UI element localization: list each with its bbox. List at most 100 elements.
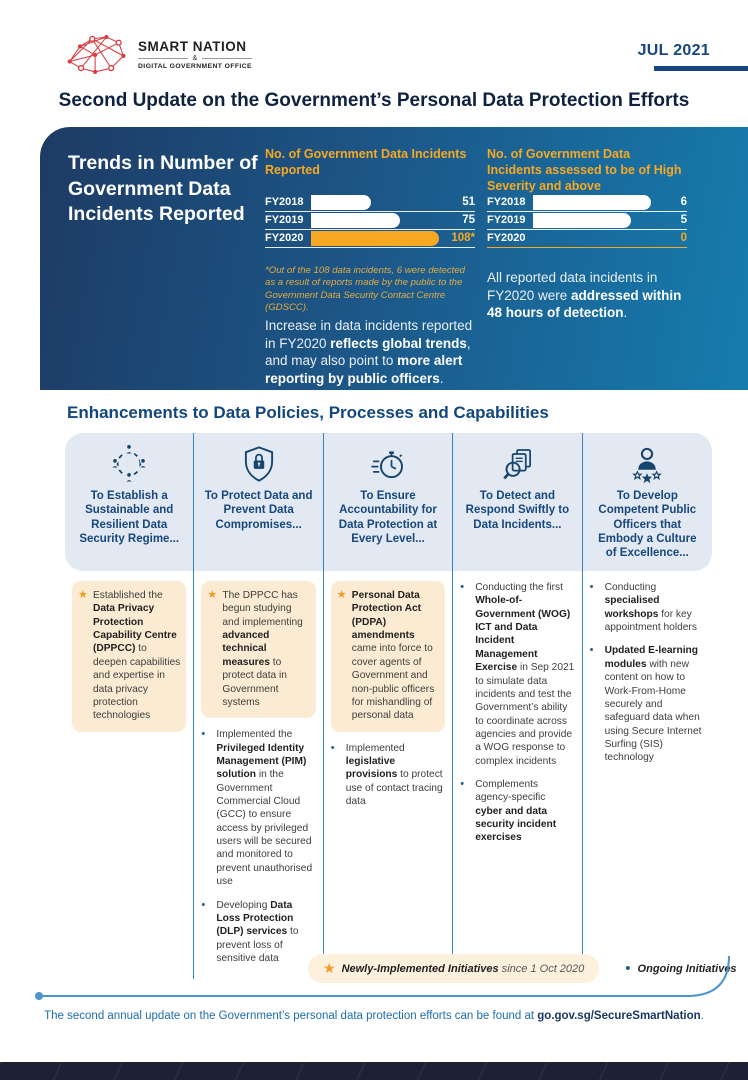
page-title-prefix: Second Update on the Government’s <box>58 90 397 111</box>
chart-row: FY2019 75 <box>265 212 475 230</box>
ongoing-initiative-item: • Conducting the first Whole-of-Governmen… <box>460 581 574 768</box>
enhancements-heading: Enhancements to Data Policies, Processes… <box>67 403 549 422</box>
item-text: Implemented legislative provisions to pr… <box>345 742 443 808</box>
item-text: Implemented the Privileged Identity Mana… <box>216 729 313 888</box>
insight-reported: Increase in data incidents reported in F… <box>265 318 473 386</box>
column-items: ★ Established the Data Privacy Protection… <box>72 571 187 732</box>
column-items: ★ Personal Data Protection Act (PDPA) ame… <box>330 571 446 809</box>
logo-line1: SMART NATION <box>138 38 247 54</box>
logo-ampersand: & <box>138 55 252 62</box>
chart-row: FY2019 5 <box>487 212 687 230</box>
dot-icon: • <box>460 581 465 593</box>
item-text: Conducting the first Whole-of-Government… <box>475 582 575 767</box>
incidents-reported-chart: No. of Government Data Incidents Reporte… <box>265 147 475 251</box>
star-icon: ★ <box>323 960 336 976</box>
item-text: Updated E-learning modules with new cont… <box>604 645 702 764</box>
new-initiative-item: ★ The DPPCC has begun studying and implem… <box>201 581 316 719</box>
legend: ★ Newly-Implemented Initiatives since 1 … <box>308 954 737 983</box>
legend-ongoing-initiatives: • Ongoing Initiatives <box>625 960 736 977</box>
dot-icon: • <box>625 960 631 977</box>
chart-bar <box>311 212 400 228</box>
star-icon: ★ <box>207 589 218 601</box>
chart-row-label: FY2020 <box>265 232 304 244</box>
column-items: • Conducting the first Whole-of-Governmen… <box>460 571 574 845</box>
chart-row: FY2018 51 <box>265 194 475 212</box>
enhancement-column-2: To Protect Data and Prevent Data Comprom… <box>194 433 324 980</box>
item-text: Developing Data Loss Protection (DLP) se… <box>216 899 299 964</box>
person-stars-icon <box>590 433 705 485</box>
chart-row: FY2020 108* <box>265 230 475 248</box>
stopwatch-icon <box>331 433 445 485</box>
enhancement-columns: To Establish a Sustainable and Resilient… <box>65 433 712 980</box>
legend-new-initiatives-label: Newly-Implemented Initiatives since 1 Oc… <box>341 962 585 975</box>
chart-footnote: *Out of the 108 data incidents, 6 were d… <box>265 265 466 313</box>
chart-bar <box>533 194 651 210</box>
dot-icon: • <box>330 741 335 754</box>
trends-panel: Trends in Number of Government Data Inci… <box>40 127 748 390</box>
community-icon <box>72 433 186 485</box>
column-items: • Conducting specialised workshops for ke… <box>590 571 705 765</box>
chart-title: No. of Government Data Incidents Reporte… <box>265 147 467 177</box>
date-underline <box>654 66 748 71</box>
chart-value: 5 <box>680 214 687 226</box>
chart-bar <box>311 230 439 246</box>
chart-value: 0 <box>680 232 687 244</box>
column-title: To Detect and Respond Swiftly to Data In… <box>465 490 570 531</box>
ongoing-initiative-item: • Complements agency-specific cyber and d… <box>460 778 574 845</box>
star-icon: ★ <box>78 589 88 601</box>
chart-row: FY2018 6 <box>487 194 687 212</box>
shield-lock-icon <box>201 433 315 485</box>
column-title: To Establish a Sustainable and Resilient… <box>79 490 180 545</box>
smart-nation-logo: SMART NATION & DIGITAL GOVERNMENT OFFICE <box>64 30 252 78</box>
legend-ongoing-label: Ongoing Initiatives <box>637 962 737 975</box>
column-title: To Ensure Accountability for Data Protec… <box>338 490 438 545</box>
enhancement-column-4: To Detect and Respond Swiftly to Data In… <box>453 433 583 980</box>
item-text: The DPPCC has begun studying and impleme… <box>222 590 303 708</box>
dot-icon: • <box>201 898 206 911</box>
ongoing-initiative-item: • Conducting specialised workshops for ke… <box>590 581 705 634</box>
chart-row-label: FY2020 <box>487 232 526 244</box>
chart-row-label: FY2018 <box>487 196 526 208</box>
high-severity-chart: No. of Government Data Incidents assesse… <box>487 147 687 251</box>
dot-icon: • <box>460 778 465 791</box>
item-text: Established the Data Privacy Protection … <box>93 590 181 722</box>
chart-value: 108* <box>451 232 475 244</box>
magnifier-document-icon <box>460 433 574 485</box>
chart-bar <box>311 194 372 210</box>
page-title: Second Update on the Government’s Person… <box>0 90 748 112</box>
chart-row-label: FY2019 <box>265 214 304 226</box>
item-text: Complements agency-specific cyber and da… <box>475 779 557 844</box>
chart-value: 51 <box>462 196 475 208</box>
dot-icon: • <box>201 728 206 741</box>
column-title: To Develop Competent Public Officers tha… <box>598 490 697 559</box>
logo-line2: DIGITAL GOVERNMENT OFFICE <box>138 62 252 70</box>
chart-row: FY2020 0 <box>487 232 687 248</box>
chart-value: 6 <box>680 196 687 208</box>
footer-link[interactable]: go.gov.sg/SecureSmartNation <box>537 1010 701 1022</box>
enhancements-section: To Establish a Sustainable and Resilient… <box>65 433 712 980</box>
chart-bar <box>533 212 632 228</box>
bottom-band <box>0 1062 748 1080</box>
column-title: To Protect Data and Prevent Data Comprom… <box>204 490 313 531</box>
footer-note: The second annual update on the Governme… <box>0 1010 748 1022</box>
ongoing-initiative-item: • Updated E-learning modules with new con… <box>590 644 705 764</box>
new-initiative-item: ★ Personal Data Protection Act (PDPA) ame… <box>330 581 446 732</box>
footer-text: The second annual update on the Governme… <box>44 1010 538 1022</box>
legend-new-initiatives: ★ Newly-Implemented Initiatives since 1 … <box>308 954 600 983</box>
dot-icon: • <box>589 581 594 593</box>
item-text: Conducting specialised workshops for key… <box>604 582 697 634</box>
smart-nation-network-icon <box>67 34 126 74</box>
ongoing-initiative-item: • Implemented legislative provisions to p… <box>331 742 445 809</box>
header: SMART NATION & DIGITAL GOVERNMENT OFFICE… <box>0 0 748 88</box>
ongoing-initiative-item: • Implemented the Privileged Identity Man… <box>201 728 315 888</box>
insight-severity: All reported data incidents in FY2020 we… <box>487 270 682 321</box>
column-items: ★ The DPPCC has begun studying and implem… <box>201 571 316 965</box>
footer-period: . <box>700 1010 704 1022</box>
chart-row-label: FY2018 <box>265 196 304 208</box>
logo-wordmark: SMART NATION & DIGITAL GOVERNMENT OFFICE <box>138 39 252 70</box>
enhancement-column-5: To Develop Competent Public Officers tha… <box>583 433 712 979</box>
dot-icon: • <box>589 644 594 657</box>
trends-heading: Trends in Number of Government Data Inci… <box>68 152 258 226</box>
chart-row-label: FY2019 <box>487 214 526 226</box>
